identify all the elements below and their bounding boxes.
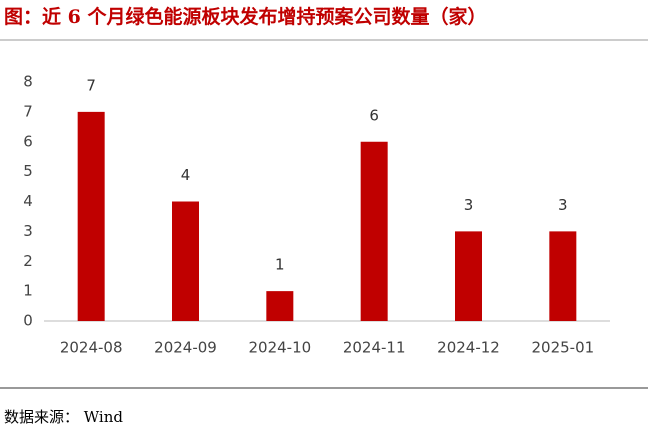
x-tick-label: 2025-01 [531,339,594,357]
value-label: 6 [369,106,379,124]
x-tick-label: 2024-11 [343,339,406,357]
value-label: 1 [275,256,285,274]
bar [172,201,199,321]
y-tick-label: 7 [23,102,33,120]
bar [266,291,294,321]
y-tick-label: 8 [23,73,33,91]
x-tick-label: 2024-08 [60,339,123,357]
y-tick-label: 0 [23,312,33,330]
y-tick-label: 6 [23,132,33,150]
bar [549,231,577,321]
chart-title: 图：近 6 个月绿色能源板块发布增持预案公司数量（家） [4,5,486,28]
y-tick-label: 2 [23,252,33,270]
bar [77,111,105,321]
x-tick-label: 2024-10 [248,339,311,357]
x-tick-label: 2024-09 [154,339,217,357]
bar [360,141,388,321]
y-tick-label: 1 [23,282,33,300]
value-label: 7 [86,76,96,94]
bar [455,231,482,321]
source: 数据来源： Wind [4,408,123,426]
x-tick-label: 2024-12 [437,339,500,357]
y-tick-label: 5 [23,162,33,180]
value-label: 3 [558,196,568,214]
y-tick-label: 3 [23,222,33,240]
value-label: 3 [464,196,474,214]
y-tick-label: 4 [23,192,33,210]
value-label: 4 [181,166,191,184]
